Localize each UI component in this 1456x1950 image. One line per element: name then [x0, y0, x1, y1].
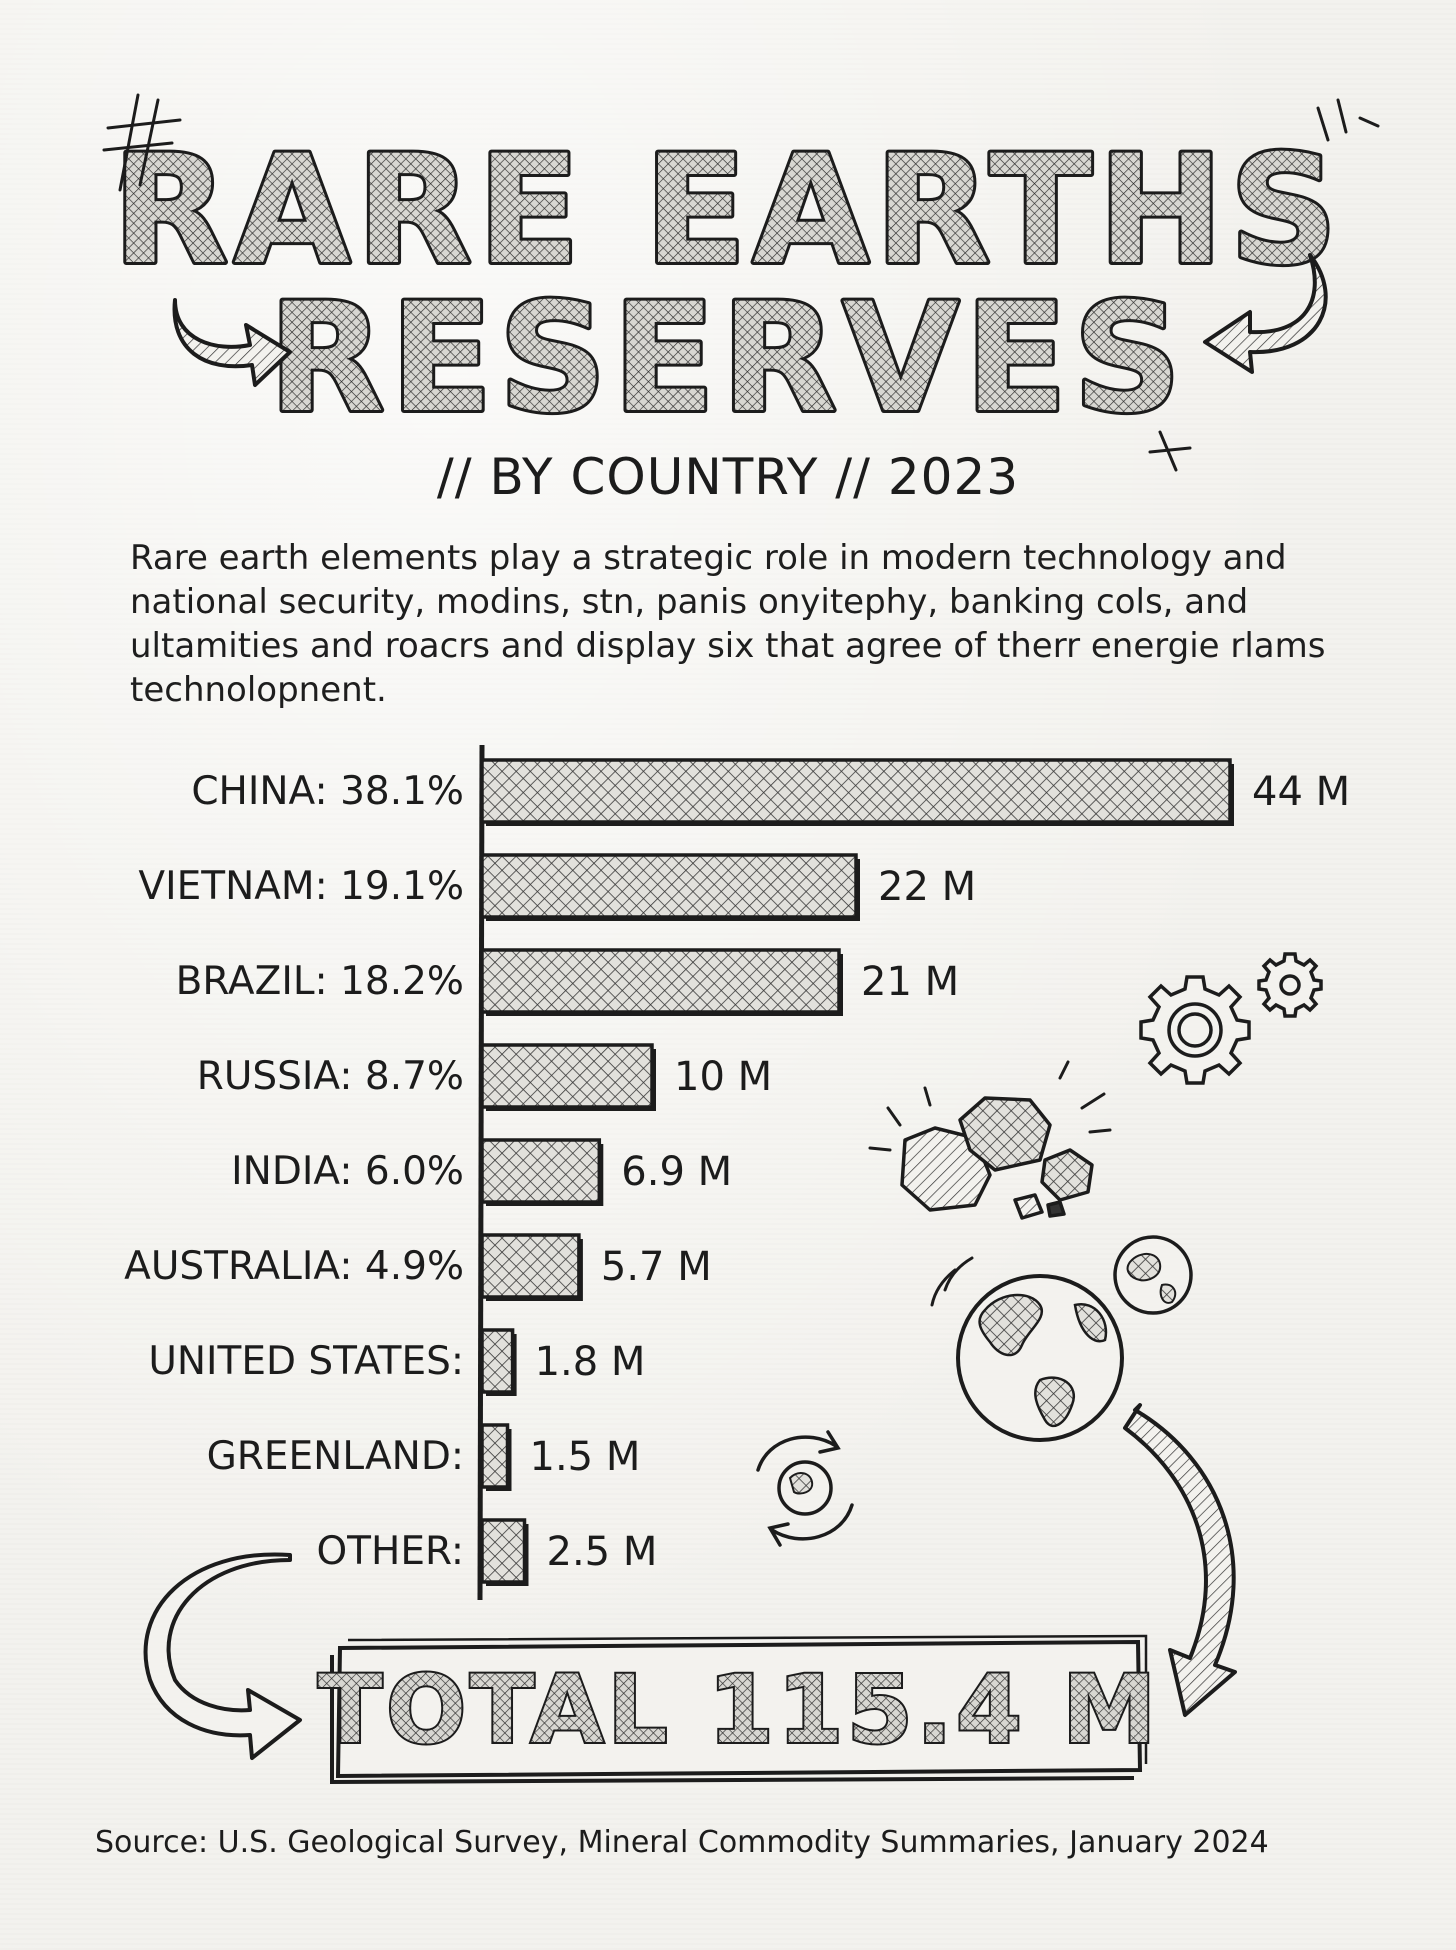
category-label: GREENLAND:: [206, 1434, 464, 1479]
category-label: VIETNAM: 19.1%: [138, 864, 464, 909]
category-label: INDIA: 6.0%: [231, 1149, 464, 1194]
category-label: AUSTRALIA: 4.9%: [124, 1244, 464, 1289]
title-line-2: RESERVES: [269, 272, 1188, 446]
value-label: 1.5 M: [529, 1434, 641, 1480]
total-box: TOTAL 115.4 M: [316, 1634, 1160, 1785]
category-label: CHINA: 38.1%: [191, 769, 464, 814]
value-label: 21 M: [861, 959, 960, 1005]
gears-icon: [1139, 952, 1323, 1085]
bar-brazil: [480, 948, 841, 1014]
bar-russia: [480, 1043, 654, 1109]
title-group: RARE EARTHS RESERVES: [110, 121, 1344, 449]
bar-chart: [477, 744, 1234, 1601]
bar-china: [480, 758, 1232, 824]
bar-greenland: [480, 1423, 510, 1489]
bar-united-states: [480, 1328, 515, 1394]
value-label: 44 M: [1252, 769, 1351, 815]
recycle-globe-icon: [756, 1430, 854, 1547]
value-label: 6.9 M: [621, 1149, 733, 1195]
value-label: 10 M: [674, 1054, 773, 1100]
small-globe-icon: [1113, 1235, 1193, 1315]
category-label: UNITED STATES:: [148, 1339, 464, 1384]
value-label: 5.7 M: [600, 1244, 712, 1290]
category-label: RUSSIA: 8.7%: [196, 1054, 464, 1099]
bar-india: [480, 1138, 602, 1204]
category-label: BRAZIL: 18.2%: [175, 959, 464, 1004]
total-label: TOTAL 115.4 M: [318, 1656, 1160, 1765]
curved-arrow-icon: [143, 1403, 1237, 1760]
value-label: 2.5 M: [546, 1529, 658, 1575]
chart-subtitle: // BY COUNTRY // 2023: [436, 448, 1020, 506]
rocks-icon: [868, 1060, 1112, 1220]
title-line-1: RARE EARTHS: [113, 124, 1344, 298]
bar-australia: [480, 1233, 581, 1299]
description-text: Rare earth elements play a strategic rol…: [130, 538, 1326, 710]
hash-doodle-icon: [102, 93, 1380, 472]
source-citation: Source: U.S. Geological Survey, Mineral …: [95, 1825, 1269, 1860]
bar-vietnam: [480, 853, 858, 919]
value-label: 1.8 M: [534, 1339, 646, 1385]
globe-icon: [930, 1256, 1124, 1442]
bar-other: [480, 1518, 527, 1584]
value-label: 22 M: [878, 864, 977, 910]
curved-arrow-icon: [172, 253, 1328, 387]
category-label: OTHER:: [316, 1529, 464, 1574]
